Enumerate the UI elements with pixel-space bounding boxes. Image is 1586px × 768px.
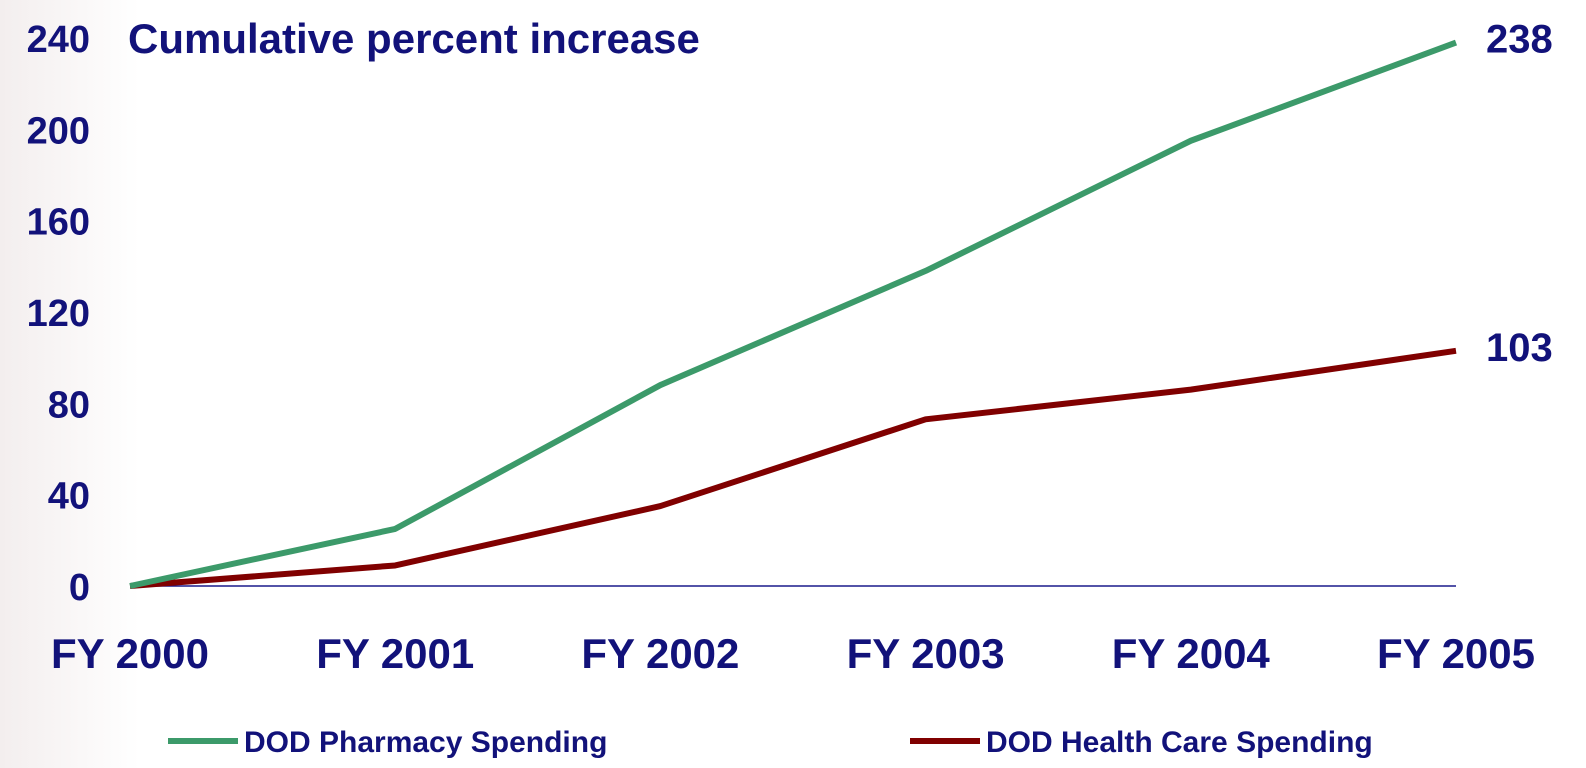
x-tick-label: FY 2002 <box>581 630 739 677</box>
series-line <box>129 39 1458 589</box>
series-end-label: 103 <box>1486 326 1553 370</box>
y-tick-label: 120 <box>27 293 90 335</box>
chart-title: Cumulative percent increase <box>128 15 700 62</box>
series-end-label: 238 <box>1486 18 1553 62</box>
y-tick-label: 40 <box>48 476 90 518</box>
x-tick-label: FY 2003 <box>847 630 1005 677</box>
legend-label: DOD Pharmacy Spending <box>244 726 607 759</box>
y-tick-label: 160 <box>27 202 90 244</box>
y-tick-label: 80 <box>48 384 90 426</box>
legend-label: DOD Health Care Spending <box>986 726 1373 759</box>
y-tick-label: 0 <box>69 567 90 609</box>
y-tick-label: 200 <box>27 110 90 152</box>
y-tick-label: 240 <box>27 19 90 61</box>
x-tick-label: FY 2005 <box>1377 630 1535 677</box>
x-tick-label: FY 2000 <box>51 630 209 677</box>
x-tick-label: FY 2001 <box>316 630 474 677</box>
series-line <box>129 347 1457 589</box>
x-tick-label: FY 2004 <box>1112 630 1271 677</box>
